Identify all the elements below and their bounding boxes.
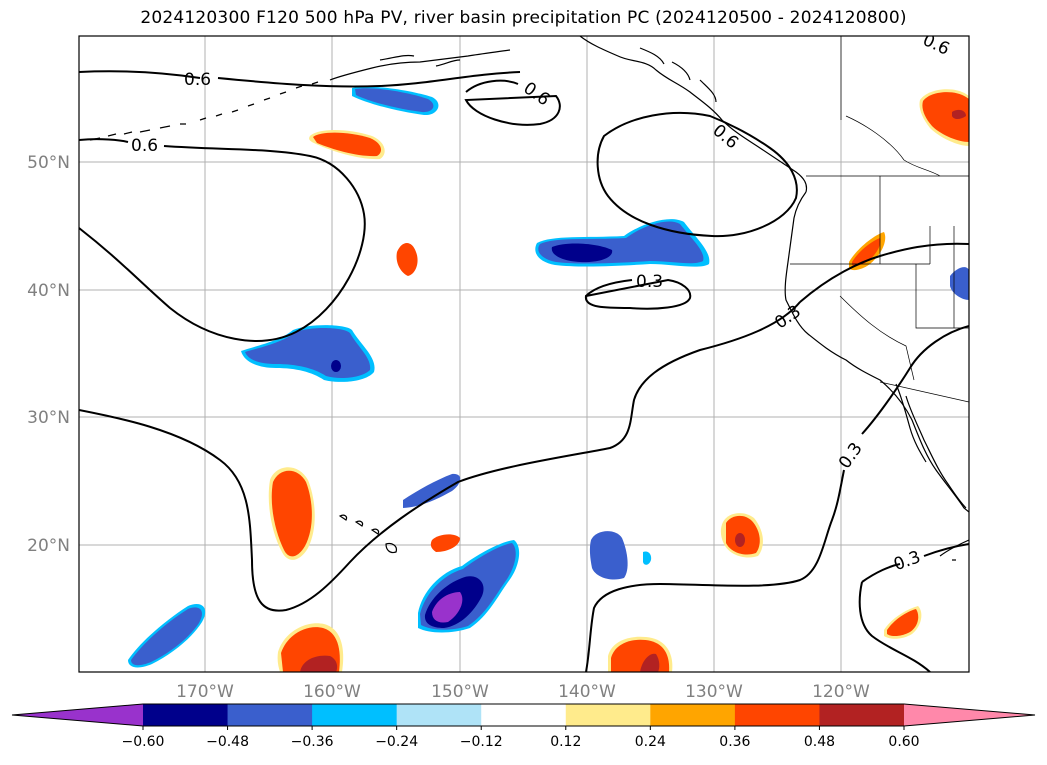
contour-03-south — [585, 325, 969, 672]
colorbar-tick-label: −0.36 — [291, 734, 334, 750]
lon-label: 130°W — [685, 682, 743, 702]
contour-06-north — [79, 70, 521, 88]
borders — [790, 36, 969, 403]
pos-blob-small-hawaii — [430, 534, 460, 552]
colorbar-tick-label: 0.60 — [888, 734, 919, 750]
map-title: 2024120300 F120 500 hPa PV, river basin … — [140, 8, 907, 28]
lon-label: 140°W — [558, 682, 616, 702]
colorbar-segment — [227, 704, 313, 726]
contour-03-loop — [584, 278, 692, 310]
longitude-labels: 170°W 160°W 150°W 140°W 130°W 120°W — [176, 682, 870, 702]
colorbar-segment — [650, 704, 736, 726]
lon-label: 120°W — [812, 682, 870, 702]
colorbar-extend-max — [904, 704, 1035, 726]
negative-anomalies — [128, 86, 969, 668]
pos-blob-mid-lat — [396, 243, 418, 276]
colorbar-tick-label: −0.12 — [460, 734, 503, 750]
colorbar-segment — [143, 704, 229, 726]
colorbar-tick-label: 0.36 — [719, 734, 750, 750]
neg-blob-california — [950, 267, 969, 300]
contour-label: 0.3 — [636, 272, 663, 292]
colorbar-tick-label: 0.24 — [635, 734, 666, 750]
colorbar-tick-label: −0.48 — [206, 734, 249, 750]
lat-label: 40°N — [27, 281, 70, 301]
contour-03-baja — [858, 543, 969, 672]
colorbar-tick-label: 0.12 — [550, 734, 581, 750]
colorbar-extend-min — [12, 704, 143, 726]
contour-06-east — [596, 111, 798, 238]
colorbar-tick-label: −0.24 — [375, 734, 418, 750]
contour-06-loop — [464, 79, 561, 126]
colorbar: −0.60 −0.48 −0.36 −0.24 −0.12 0.12 0.24 0.36 0.4… — [11, 703, 1036, 750]
map-frame — [78, 35, 970, 673]
colorbar-segment — [565, 704, 651, 726]
colorbar-tick-label: 0.48 — [804, 734, 835, 750]
colorbar-segment — [396, 704, 482, 726]
coastlines — [89, 36, 969, 561]
contour-06-west — [79, 138, 366, 342]
colorbar-segment — [734, 704, 820, 726]
contour-label: 0.6 — [131, 136, 158, 156]
colorbar-segment — [819, 704, 905, 726]
neg-blob-hawaii-ne — [403, 473, 461, 508]
colorbar-tick-label: −0.60 — [122, 734, 165, 750]
colorbar-segment — [312, 704, 398, 726]
map-area — [79, 36, 969, 672]
lat-label: 20°N — [27, 536, 70, 556]
contour-03-main — [79, 242, 969, 612]
positive-anomalies — [268, 89, 969, 672]
lon-label: 150°W — [431, 682, 489, 702]
pv-contours — [79, 70, 969, 672]
colorbar-segment — [481, 704, 567, 726]
neg-blob-east — [589, 531, 628, 580]
lat-label: 50°N — [27, 153, 70, 173]
contour-label: 0.6 — [184, 70, 211, 90]
latitude-labels: 50°N 40°N 30°N 20°N — [27, 153, 70, 556]
lat-label: 30°N — [27, 408, 70, 428]
lon-label: 160°W — [303, 682, 361, 702]
lon-label: 170°W — [176, 682, 234, 702]
graticule — [79, 36, 969, 672]
